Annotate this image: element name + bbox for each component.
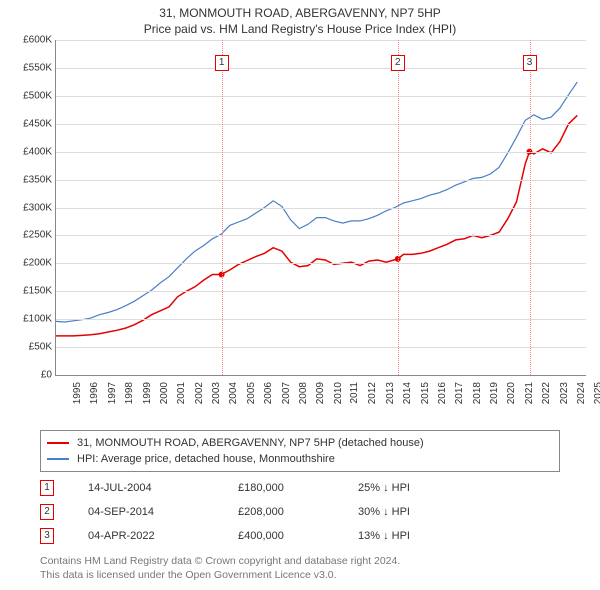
event-price-3: £400,000 (238, 530, 358, 542)
event-date-1: 14-JUL-2004 (88, 482, 238, 494)
x-tick-label: 2013 (385, 382, 396, 404)
grid-line (56, 124, 586, 125)
chart-title-line1: 31, MONMOUTH ROAD, ABERGAVENNY, NP7 5HP (0, 6, 600, 20)
x-tick-label: 1996 (89, 382, 100, 404)
x-tick-label: 2008 (298, 382, 309, 404)
event-marker: 2 (391, 55, 405, 71)
event-date-2: 04-SEP-2014 (88, 506, 238, 518)
y-tick-label: £300K (2, 202, 52, 213)
x-tick-label: 2000 (159, 382, 170, 404)
x-tick-label: 1998 (124, 382, 135, 404)
legend-swatch-1 (47, 442, 69, 444)
event-delta-1: 25% ↓ HPI (358, 482, 410, 494)
grid-line (56, 40, 586, 41)
event-price-1: £180,000 (238, 482, 358, 494)
y-tick-label: £0 (2, 370, 52, 381)
x-tick-label: 1997 (107, 382, 118, 404)
legend-label-2: HPI: Average price, detached house, Monm… (77, 451, 335, 467)
x-tick-label: 2023 (558, 382, 569, 404)
x-tick-label: 2002 (193, 382, 204, 404)
event-marker: 3 (523, 55, 537, 71)
series-line (56, 82, 577, 322)
event-line (398, 40, 399, 375)
y-tick-label: £350K (2, 174, 52, 185)
legend-box: 31, MONMOUTH ROAD, ABERGAVENNY, NP7 5HP … (40, 430, 560, 472)
grid-line (56, 208, 586, 209)
attribution-line1: Contains HM Land Registry data © Crown c… (40, 554, 570, 568)
legend-item-2: HPI: Average price, detached house, Monm… (47, 451, 553, 467)
y-tick-label: £200K (2, 258, 52, 269)
x-tick-label: 2021 (524, 382, 535, 404)
chart-area: 1 2 3 £0 £50K £100K £150K £200K £250K £300K £350K… (0, 40, 600, 430)
legend-swatch-2 (47, 458, 69, 460)
event-delta-2: 30% ↓ HPI (358, 506, 410, 518)
x-tick-label: 2010 (332, 382, 343, 404)
event-row-3: 3 04-APR-2022 £400,000 13% ↓ HPI (40, 526, 560, 546)
event-num-2: 2 (40, 504, 54, 520)
grid-line (56, 347, 586, 348)
grid-line (56, 68, 586, 69)
x-tick-label: 2007 (280, 382, 291, 404)
x-tick-label: 2011 (349, 382, 360, 404)
x-tick-label: 2018 (471, 382, 482, 404)
x-tick-label: 2014 (402, 382, 413, 404)
x-tick-label: 2025 (593, 382, 600, 404)
event-num-1: 1 (40, 480, 54, 496)
x-tick-label: 2016 (437, 382, 448, 404)
x-tick-label: 2019 (489, 382, 500, 404)
x-tick-label: 2004 (228, 382, 239, 404)
event-marker: 1 (215, 55, 229, 71)
x-tick-label: 2015 (419, 382, 430, 404)
x-tick-label: 2006 (263, 382, 274, 404)
legend-item-1: 31, MONMOUTH ROAD, ABERGAVENNY, NP7 5HP … (47, 435, 553, 451)
y-tick-label: £500K (2, 90, 52, 101)
grid-line (56, 319, 586, 320)
event-line (222, 40, 223, 375)
x-tick-label: 2001 (176, 382, 187, 404)
x-tick-label: 1999 (141, 382, 152, 404)
grid-line (56, 180, 586, 181)
y-tick-label: £250K (2, 230, 52, 241)
x-tick-label: 2024 (576, 382, 587, 404)
grid-line (56, 96, 586, 97)
event-price-2: £208,000 (238, 506, 358, 518)
event-table: 1 14-JUL-2004 £180,000 25% ↓ HPI 2 04-SE… (40, 478, 560, 550)
event-row-2: 2 04-SEP-2014 £208,000 30% ↓ HPI (40, 502, 560, 522)
y-tick-label: £600K (2, 35, 52, 46)
event-row-1: 1 14-JUL-2004 £180,000 25% ↓ HPI (40, 478, 560, 498)
attribution-text: Contains HM Land Registry data © Crown c… (40, 554, 570, 582)
x-tick-label: 2005 (246, 382, 257, 404)
y-tick-label: £100K (2, 314, 52, 325)
y-tick-label: £150K (2, 286, 52, 297)
x-tick-label: 2012 (367, 382, 378, 404)
x-tick-label: 1995 (72, 382, 83, 404)
grid-line (56, 152, 586, 153)
y-tick-label: £550K (2, 62, 52, 73)
x-tick-label: 2022 (541, 382, 552, 404)
series-line (56, 115, 577, 336)
y-tick-label: £400K (2, 146, 52, 157)
event-delta-3: 13% ↓ HPI (358, 530, 410, 542)
chart-container: { "title": { "line1": "31, MONMOUTH ROAD… (0, 0, 600, 590)
y-tick-label: £450K (2, 118, 52, 129)
grid-line (56, 235, 586, 236)
legend-label-1: 31, MONMOUTH ROAD, ABERGAVENNY, NP7 5HP … (77, 435, 424, 451)
attribution-line2: This data is licensed under the Open Gov… (40, 568, 570, 582)
x-tick-label: 2003 (211, 382, 222, 404)
event-line (530, 40, 531, 375)
x-tick-label: 2020 (506, 382, 517, 404)
chart-title-line2: Price paid vs. HM Land Registry's House … (0, 22, 600, 36)
x-tick-label: 2009 (315, 382, 326, 404)
grid-line (56, 263, 586, 264)
plot-area: 1 2 3 (55, 40, 586, 376)
y-tick-label: £50K (2, 342, 52, 353)
event-num-3: 3 (40, 528, 54, 544)
x-tick-label: 2017 (454, 382, 465, 404)
grid-line (56, 291, 586, 292)
event-date-3: 04-APR-2022 (88, 530, 238, 542)
